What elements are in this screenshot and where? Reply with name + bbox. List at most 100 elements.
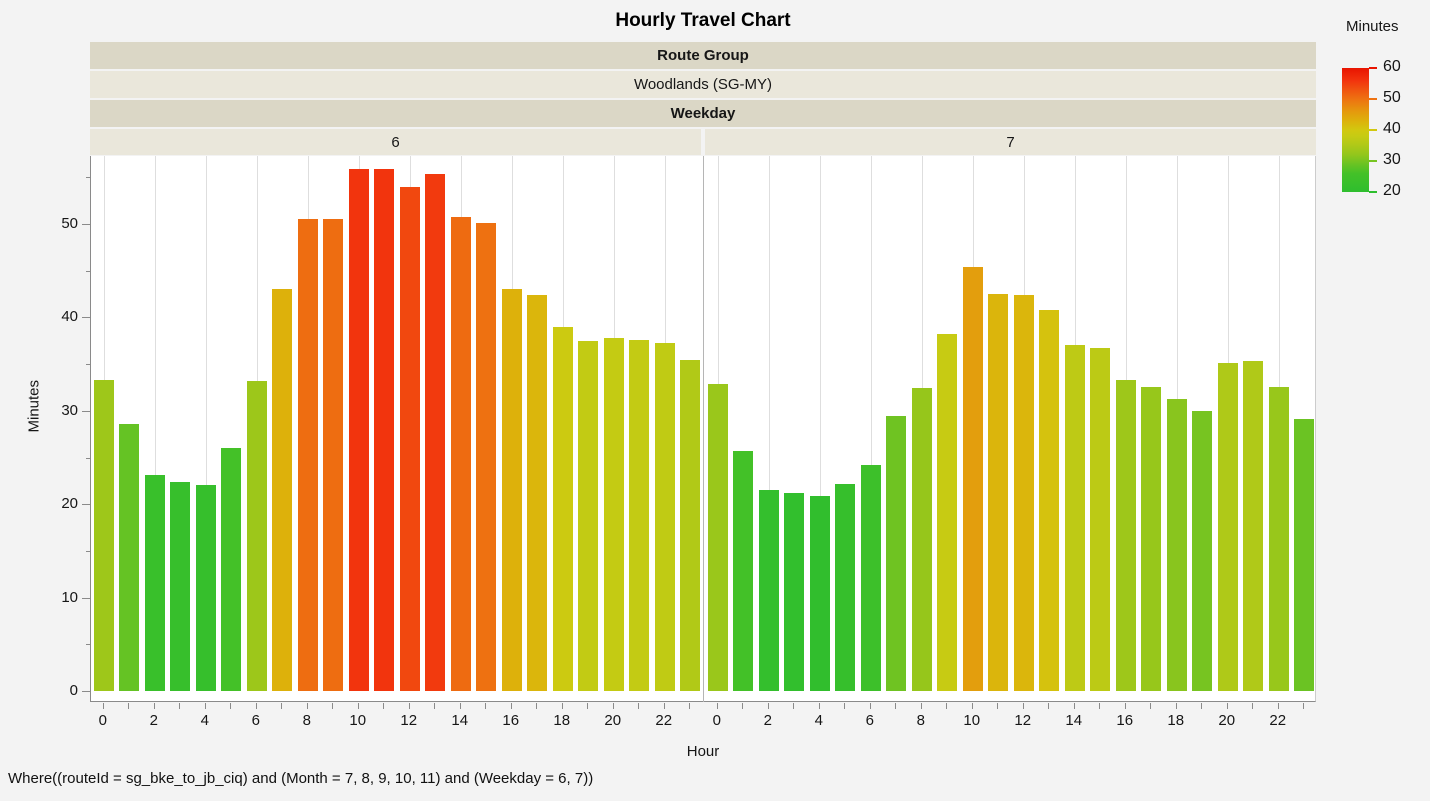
bar-weekday-6-hour-8[interactable] — [297, 219, 318, 691]
x-tick-label: 14 — [1065, 712, 1083, 729]
legend-tick — [1369, 191, 1377, 193]
bar-weekday-7-hour-10[interactable] — [962, 267, 983, 691]
x-tick — [459, 703, 461, 709]
bar-weekday-6-hour-22[interactable] — [654, 343, 675, 691]
bar-weekday-6-hour-13[interactable] — [425, 174, 446, 691]
legend-gradient-bar[interactable] — [1342, 68, 1369, 192]
bar-weekday-6-hour-11[interactable] — [374, 169, 395, 691]
x-tick-label: 18 — [1167, 712, 1185, 729]
bar-weekday-6-hour-17[interactable] — [527, 295, 548, 691]
x-tick — [869, 703, 871, 709]
legend-tick — [1369, 129, 1377, 131]
y-minor-tick — [86, 270, 90, 272]
y-tick-label: 50 — [61, 215, 78, 232]
bar-weekday-7-hour-15[interactable] — [1090, 348, 1111, 691]
bar-weekday-7-hour-18[interactable] — [1166, 399, 1187, 691]
y-tick-label: 0 — [69, 682, 78, 699]
bar-weekday-6-hour-16[interactable] — [501, 289, 522, 691]
bar-weekday-6-hour-1[interactable] — [119, 424, 140, 691]
legend-title: Minutes — [1346, 18, 1399, 35]
y-tick — [82, 597, 90, 599]
bar-weekday-7-hour-5[interactable] — [835, 484, 856, 691]
x-tick — [742, 703, 744, 709]
bar-weekday-6-hour-5[interactable] — [221, 448, 242, 691]
x-tick — [204, 703, 206, 709]
x-tick-label: 10 — [349, 712, 367, 729]
x-tick — [128, 703, 130, 709]
bar-weekday-6-hour-23[interactable] — [680, 360, 701, 691]
bar-weekday-6-hour-14[interactable] — [450, 217, 471, 691]
x-tick-label: 0 — [98, 712, 107, 729]
bar-weekday-6-hour-3[interactable] — [170, 482, 191, 691]
bar-weekday-7-hour-13[interactable] — [1039, 310, 1060, 691]
bar-weekday-7-hour-7[interactable] — [886, 416, 907, 691]
bar-weekday-7-hour-16[interactable] — [1115, 380, 1136, 691]
x-tick-label: 22 — [655, 712, 673, 729]
facet-label-weekday-6: 6 — [90, 129, 701, 155]
bar-weekday-7-hour-11[interactable] — [988, 294, 1009, 691]
bar-weekday-6-hour-4[interactable] — [195, 485, 216, 691]
bar-weekday-7-hour-12[interactable] — [1013, 295, 1034, 691]
bar-weekday-6-hour-7[interactable] — [272, 289, 293, 691]
bar-weekday-7-hour-6[interactable] — [860, 465, 881, 691]
bar-weekday-6-hour-20[interactable] — [603, 338, 624, 691]
legend-tick-label: 30 — [1383, 151, 1401, 168]
bar-weekday-7-hour-1[interactable] — [733, 451, 754, 691]
x-tick — [587, 703, 589, 709]
x-tick — [179, 703, 181, 709]
bar-weekday-7-hour-14[interactable] — [1064, 345, 1085, 691]
bar-weekday-6-hour-6[interactable] — [246, 381, 267, 691]
bar-weekday-7-hour-23[interactable] — [1294, 419, 1315, 691]
x-tick — [306, 703, 308, 709]
x-tick — [1303, 703, 1305, 709]
bar-weekday-7-hour-21[interactable] — [1243, 361, 1264, 691]
bar-weekday-6-hour-9[interactable] — [323, 219, 344, 691]
x-tick — [230, 703, 232, 709]
gridline — [768, 156, 770, 691]
bar-weekday-7-hour-3[interactable] — [784, 493, 805, 691]
bar-weekday-6-hour-19[interactable] — [578, 341, 599, 691]
bar-weekday-6-hour-18[interactable] — [552, 327, 573, 691]
bar-weekday-6-hour-2[interactable] — [144, 475, 165, 691]
x-tick — [357, 703, 359, 709]
x-tick — [1150, 703, 1152, 709]
bar-weekday-7-hour-17[interactable] — [1141, 387, 1162, 691]
legend-tick-label: 50 — [1383, 89, 1401, 106]
x-tick — [689, 703, 691, 709]
bar-weekday-6-hour-12[interactable] — [399, 187, 420, 691]
bar-weekday-6-hour-21[interactable] — [629, 340, 650, 691]
x-tick-label: 18 — [553, 712, 571, 729]
x-tick — [1175, 703, 1177, 709]
bar-weekday-7-hour-20[interactable] — [1217, 363, 1238, 691]
weekday-facet-band: 6 7 — [90, 129, 1316, 155]
x-tick — [1201, 703, 1203, 709]
bar-weekday-6-hour-0[interactable] — [93, 380, 114, 691]
bar-weekday-7-hour-2[interactable] — [758, 490, 779, 691]
x-tick-label: 6 — [865, 712, 874, 729]
x-tick — [767, 703, 769, 709]
x-tick-label: 2 — [763, 712, 772, 729]
x-tick — [485, 703, 487, 709]
y-minor-tick — [86, 644, 90, 646]
bar-weekday-7-hour-9[interactable] — [937, 334, 958, 691]
y-tick-label: 10 — [61, 588, 78, 606]
bar-weekday-7-hour-0[interactable] — [707, 384, 728, 691]
x-tick — [920, 703, 922, 709]
x-tick-label: 20 — [1218, 712, 1236, 729]
legend-tick — [1369, 98, 1377, 100]
bar-weekday-7-hour-8[interactable] — [911, 388, 932, 691]
x-tick — [536, 703, 538, 709]
where-clause-text: Where((routeId = sg_bke_to_jb_ciq) and (… — [8, 770, 594, 787]
x-tick — [561, 703, 563, 709]
bar-weekday-6-hour-15[interactable] — [476, 223, 497, 691]
x-tick-label: 16 — [502, 712, 520, 729]
bar-weekday-6-hour-10[interactable] — [348, 169, 369, 691]
x-tick-label: 10 — [963, 712, 981, 729]
x-tick-label: 4 — [814, 712, 823, 729]
x-tick — [434, 703, 436, 709]
legend-tick — [1369, 67, 1377, 69]
bar-weekday-7-hour-4[interactable] — [809, 496, 830, 691]
bar-weekday-7-hour-22[interactable] — [1268, 387, 1289, 691]
x-tick — [383, 703, 385, 709]
bar-weekday-7-hour-19[interactable] — [1192, 411, 1213, 691]
